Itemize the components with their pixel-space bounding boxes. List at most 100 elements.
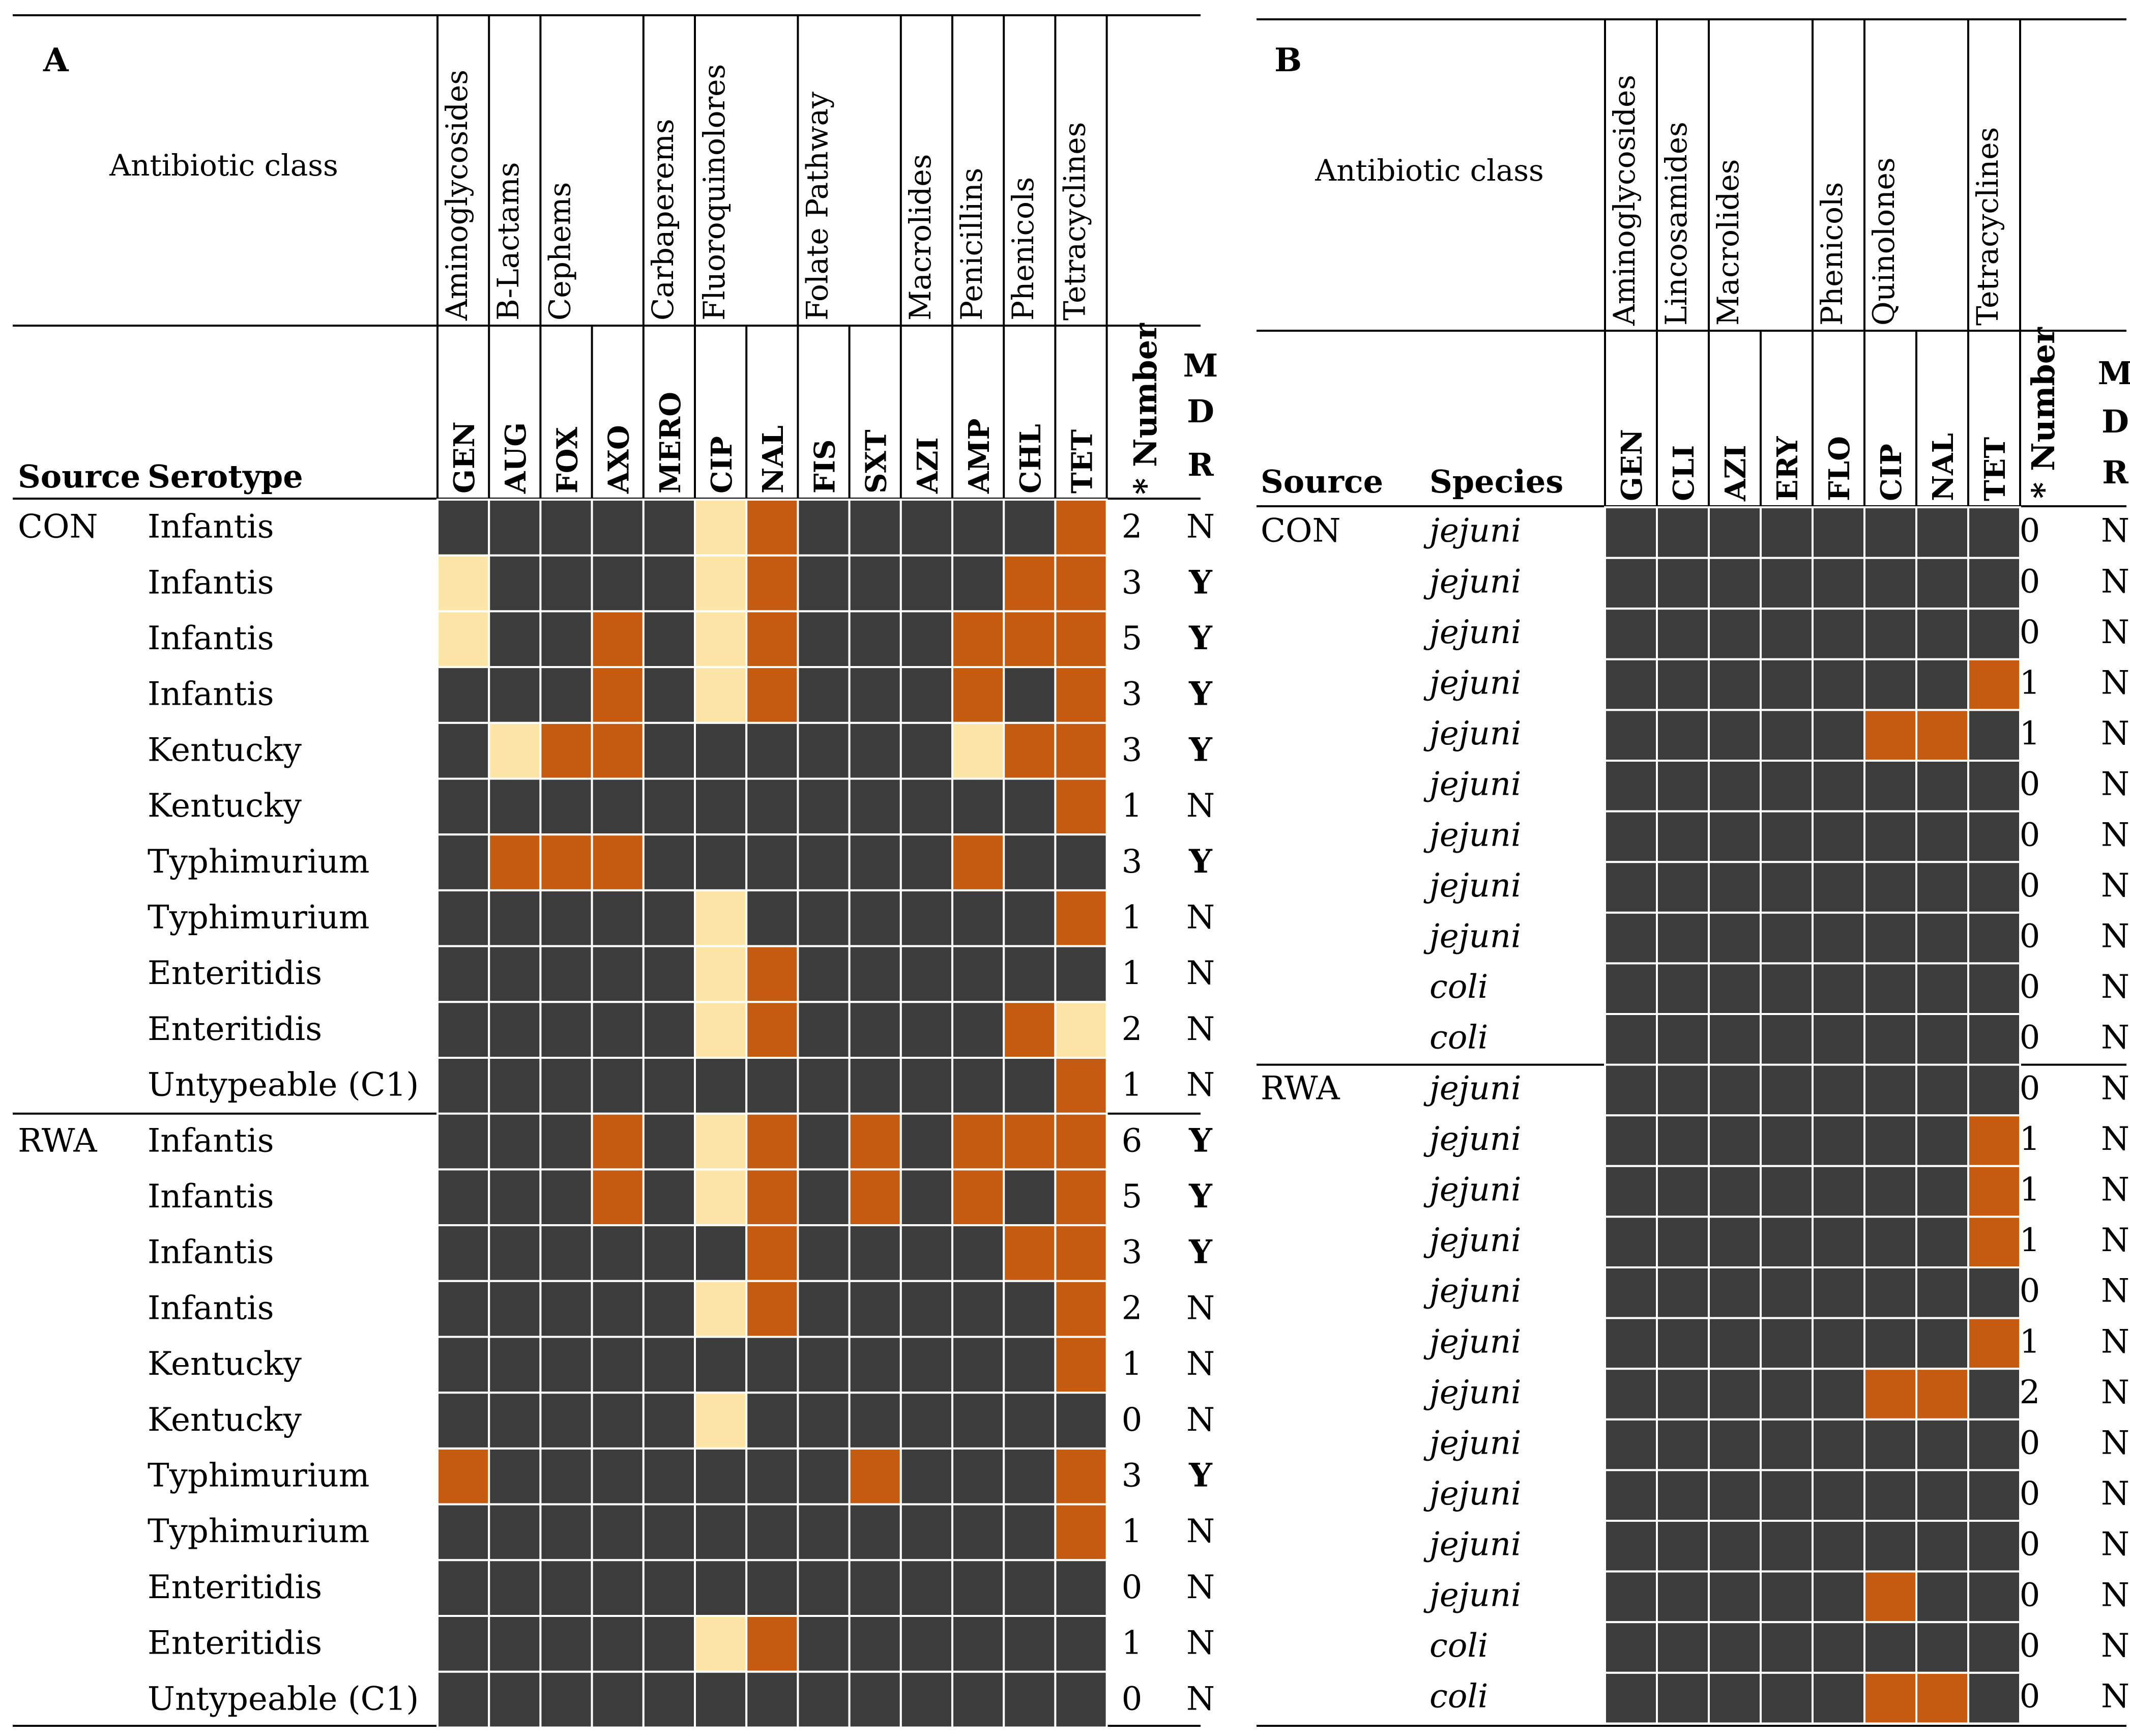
heatmap-cell: [848, 833, 902, 891]
heatmap-cell: [1003, 1559, 1057, 1617]
heatmap-cell: [488, 945, 542, 1003]
heatmap-cell: [1812, 760, 1865, 813]
heatmap-cell: [591, 1559, 645, 1617]
heatmap-cell: [745, 833, 799, 891]
heatmap-cell: [899, 777, 954, 836]
heatmap-cell: [1760, 1520, 1814, 1573]
row-label: jejuni: [1423, 1526, 1521, 1564]
heatmap-cell: [1915, 1216, 1969, 1268]
heatmap-cell: [539, 554, 593, 613]
heatmap-cell: [1003, 1057, 1057, 1115]
row-label: jejuni: [1423, 766, 1521, 803]
row-header: Species: [1429, 463, 1563, 500]
heatmap-cell: [1003, 1224, 1057, 1282]
heatmap-cell: [1604, 1013, 1658, 1066]
heatmap-cell: [436, 1503, 490, 1561]
mdr-flag: N: [2101, 918, 2129, 956]
heatmap-cell: [1708, 1621, 1762, 1674]
row-label: jejuni: [1423, 1069, 1521, 1107]
resistance-count: 3: [1122, 564, 1143, 601]
resistance-count: 0: [2020, 1475, 2040, 1513]
heatmap-cell: [436, 554, 490, 613]
heatmap-cell: [1604, 658, 1658, 711]
heatmap-cell: [488, 777, 542, 836]
heatmap-cell: [1604, 760, 1658, 813]
heatmap-cell: [951, 777, 1005, 836]
resistance-count: 0: [2020, 1627, 2040, 1665]
heatmap-cell: [591, 945, 645, 1003]
heatmap-cell: [848, 721, 902, 780]
resistance-count: 1: [1122, 899, 1143, 936]
mdr-flag: Y: [1188, 675, 1213, 713]
class-label: Tetracyclines: [1970, 127, 2005, 326]
drug-label: MERO: [654, 392, 687, 494]
resistance-count: 1: [1122, 787, 1143, 825]
heatmap-cell: [1708, 1317, 1762, 1370]
heatmap-cell: [1760, 1368, 1814, 1421]
heatmap-cell: [694, 666, 748, 724]
heatmap-cell: [591, 666, 645, 724]
heatmap-cell: [797, 1280, 851, 1338]
heatmap-cell: [1967, 1368, 2021, 1421]
heatmap-cell: [951, 1280, 1005, 1338]
heatmap-cell: [951, 1447, 1005, 1506]
heatmap-cell: [1003, 1280, 1057, 1338]
heatmap-cell: [1915, 709, 1969, 762]
mdr-flag: N: [2101, 1272, 2129, 1310]
heatmap-cell: [899, 1392, 954, 1450]
mdr-flag: N: [2101, 968, 2129, 1006]
heatmap-cell: [1760, 760, 1814, 813]
resistance-count: 2: [1122, 1010, 1143, 1048]
mdr-flag: N: [1186, 787, 1215, 825]
heatmap-cell: [436, 833, 490, 891]
heatmap-cell: [745, 1168, 799, 1227]
heatmap-cell: [436, 499, 490, 557]
heatmap-cell: [1812, 607, 1865, 660]
mdr-flag: N: [1186, 508, 1215, 546]
source-header: Source: [18, 458, 140, 495]
heatmap-cell: [745, 1559, 799, 1617]
resistance-count: 1: [1122, 1066, 1143, 1104]
heatmap-cell: [1812, 506, 1865, 559]
drug-label: SXT: [860, 429, 893, 494]
class-label: Folate Pathway: [800, 92, 834, 321]
heatmap-cell: [1863, 1368, 1917, 1421]
heatmap-cell: [694, 777, 748, 836]
heatmap-cell: [1915, 1469, 1969, 1522]
heatmap-cell: [899, 1615, 954, 1673]
heatmap-cell: [488, 1392, 542, 1450]
heatmap-cell: [488, 721, 542, 780]
heatmap-cell: [436, 1336, 490, 1394]
heatmap-cell: [797, 777, 851, 836]
heatmap-cell: [1656, 1114, 1710, 1167]
row-label: Infantis: [148, 1122, 274, 1160]
heatmap-cell: [797, 833, 851, 891]
heatmap-cell: [951, 610, 1005, 669]
heatmap-cell: [1708, 1266, 1762, 1319]
class-label: Lincosamides: [1659, 122, 1694, 326]
heatmap-cell: [642, 1224, 696, 1282]
heatmap-cell: [1812, 1063, 1865, 1117]
heatmap-cell: [1003, 1168, 1057, 1227]
heatmap-cell: [1003, 1336, 1057, 1394]
mdr-flag: N: [1186, 1625, 1215, 1662]
heatmap-cell: [899, 1447, 954, 1506]
heatmap-cell: [1003, 1503, 1057, 1561]
heatmap-cell: [1760, 861, 1814, 914]
heatmap-cell: [436, 1001, 490, 1059]
heatmap-cell: [539, 1168, 593, 1227]
heatmap-cell: [694, 945, 748, 1003]
heatmap-cell: [848, 1001, 902, 1059]
heatmap-cell: [539, 666, 593, 724]
heatmap-cell: [436, 666, 490, 724]
heatmap-cell: [1760, 1165, 1814, 1218]
resistance-count: 3: [1122, 731, 1143, 769]
heatmap-cell: [1604, 1418, 1658, 1471]
drug-label: NAL: [1927, 433, 1960, 501]
heatmap-cell: [848, 610, 902, 669]
resistance-count: 0: [1122, 1401, 1143, 1439]
heatmap-cell: [1760, 1469, 1814, 1522]
mdr-flag: Y: [1188, 1177, 1213, 1216]
heatmap-cell: [1003, 1001, 1057, 1059]
